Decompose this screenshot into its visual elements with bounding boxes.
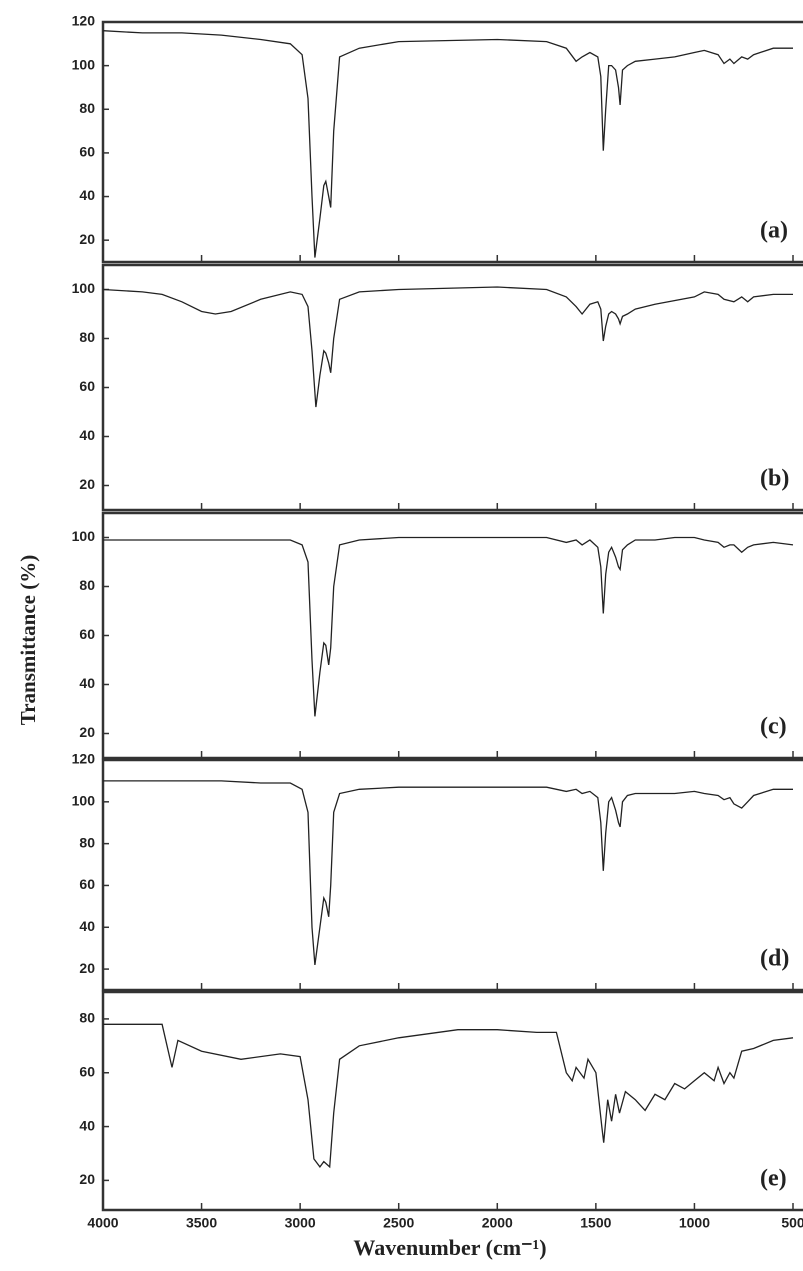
x-tick-label: 2000 <box>482 1215 513 1231</box>
panel-label: (d) <box>760 946 789 972</box>
panel-frame <box>101 511 803 760</box>
x-tick-label: 1000 <box>679 1215 710 1231</box>
y-tick-label: 80 <box>79 577 95 593</box>
x-tick-label: 4000 <box>87 1215 118 1231</box>
y-tick-label: 80 <box>79 329 95 345</box>
x-tick-label: 500 <box>781 1215 803 1231</box>
spectrum-line <box>102 30 793 258</box>
spectrum-line <box>103 1023 794 1169</box>
y-tick-label: 40 <box>79 187 95 203</box>
panel-frame <box>101 758 803 992</box>
panel-label: (e) <box>760 1166 787 1192</box>
panel-label: (c) <box>760 714 787 740</box>
y-tick-label: 120 <box>72 13 96 29</box>
y-tick-label: 100 <box>72 280 96 296</box>
spectrum-line <box>103 780 793 965</box>
y-tick-label: 80 <box>79 1010 95 1026</box>
y-tick-label: 20 <box>79 476 95 492</box>
y-tick-label: 100 <box>72 528 96 544</box>
x-tick-label: 3000 <box>285 1215 316 1231</box>
y-tick-label: 20 <box>79 960 95 976</box>
panel-frame <box>101 990 803 1212</box>
y-tick-label: 120 <box>72 751 96 767</box>
y-tick-label: 40 <box>79 427 95 443</box>
spectrum-line <box>102 286 793 408</box>
x-axis-label: Wavenumber (cm⁻¹) <box>353 1235 546 1260</box>
y-axis-label: Transmittance (%) <box>16 555 40 726</box>
y-tick-label: 60 <box>79 1063 95 1079</box>
x-tick-label: 1500 <box>580 1215 611 1231</box>
spectrum-line <box>103 536 794 717</box>
panel-frame <box>101 20 803 264</box>
y-tick-label: 20 <box>79 231 95 247</box>
y-tick-label: 100 <box>72 793 96 809</box>
y-tick-label: 60 <box>79 378 95 394</box>
y-tick-label: 60 <box>79 144 95 160</box>
y-tick-label: 60 <box>79 876 95 892</box>
y-tick-label: 100 <box>72 56 96 72</box>
panel-label: (a) <box>760 218 788 244</box>
y-tick-label: 80 <box>79 100 95 116</box>
x-tick-label: 3500 <box>186 1215 217 1231</box>
y-tick-label: 20 <box>79 1171 95 1187</box>
x-tick-label: 2500 <box>383 1215 414 1231</box>
panel-label: (b) <box>760 466 789 492</box>
y-tick-label: 60 <box>79 626 95 642</box>
y-tick-label: 40 <box>79 1117 95 1133</box>
y-tick-label: 40 <box>79 918 95 934</box>
panel-frame <box>101 263 803 512</box>
y-tick-label: 20 <box>79 724 95 740</box>
y-tick-label: 80 <box>79 834 95 850</box>
y-tick-label: 40 <box>79 675 95 691</box>
